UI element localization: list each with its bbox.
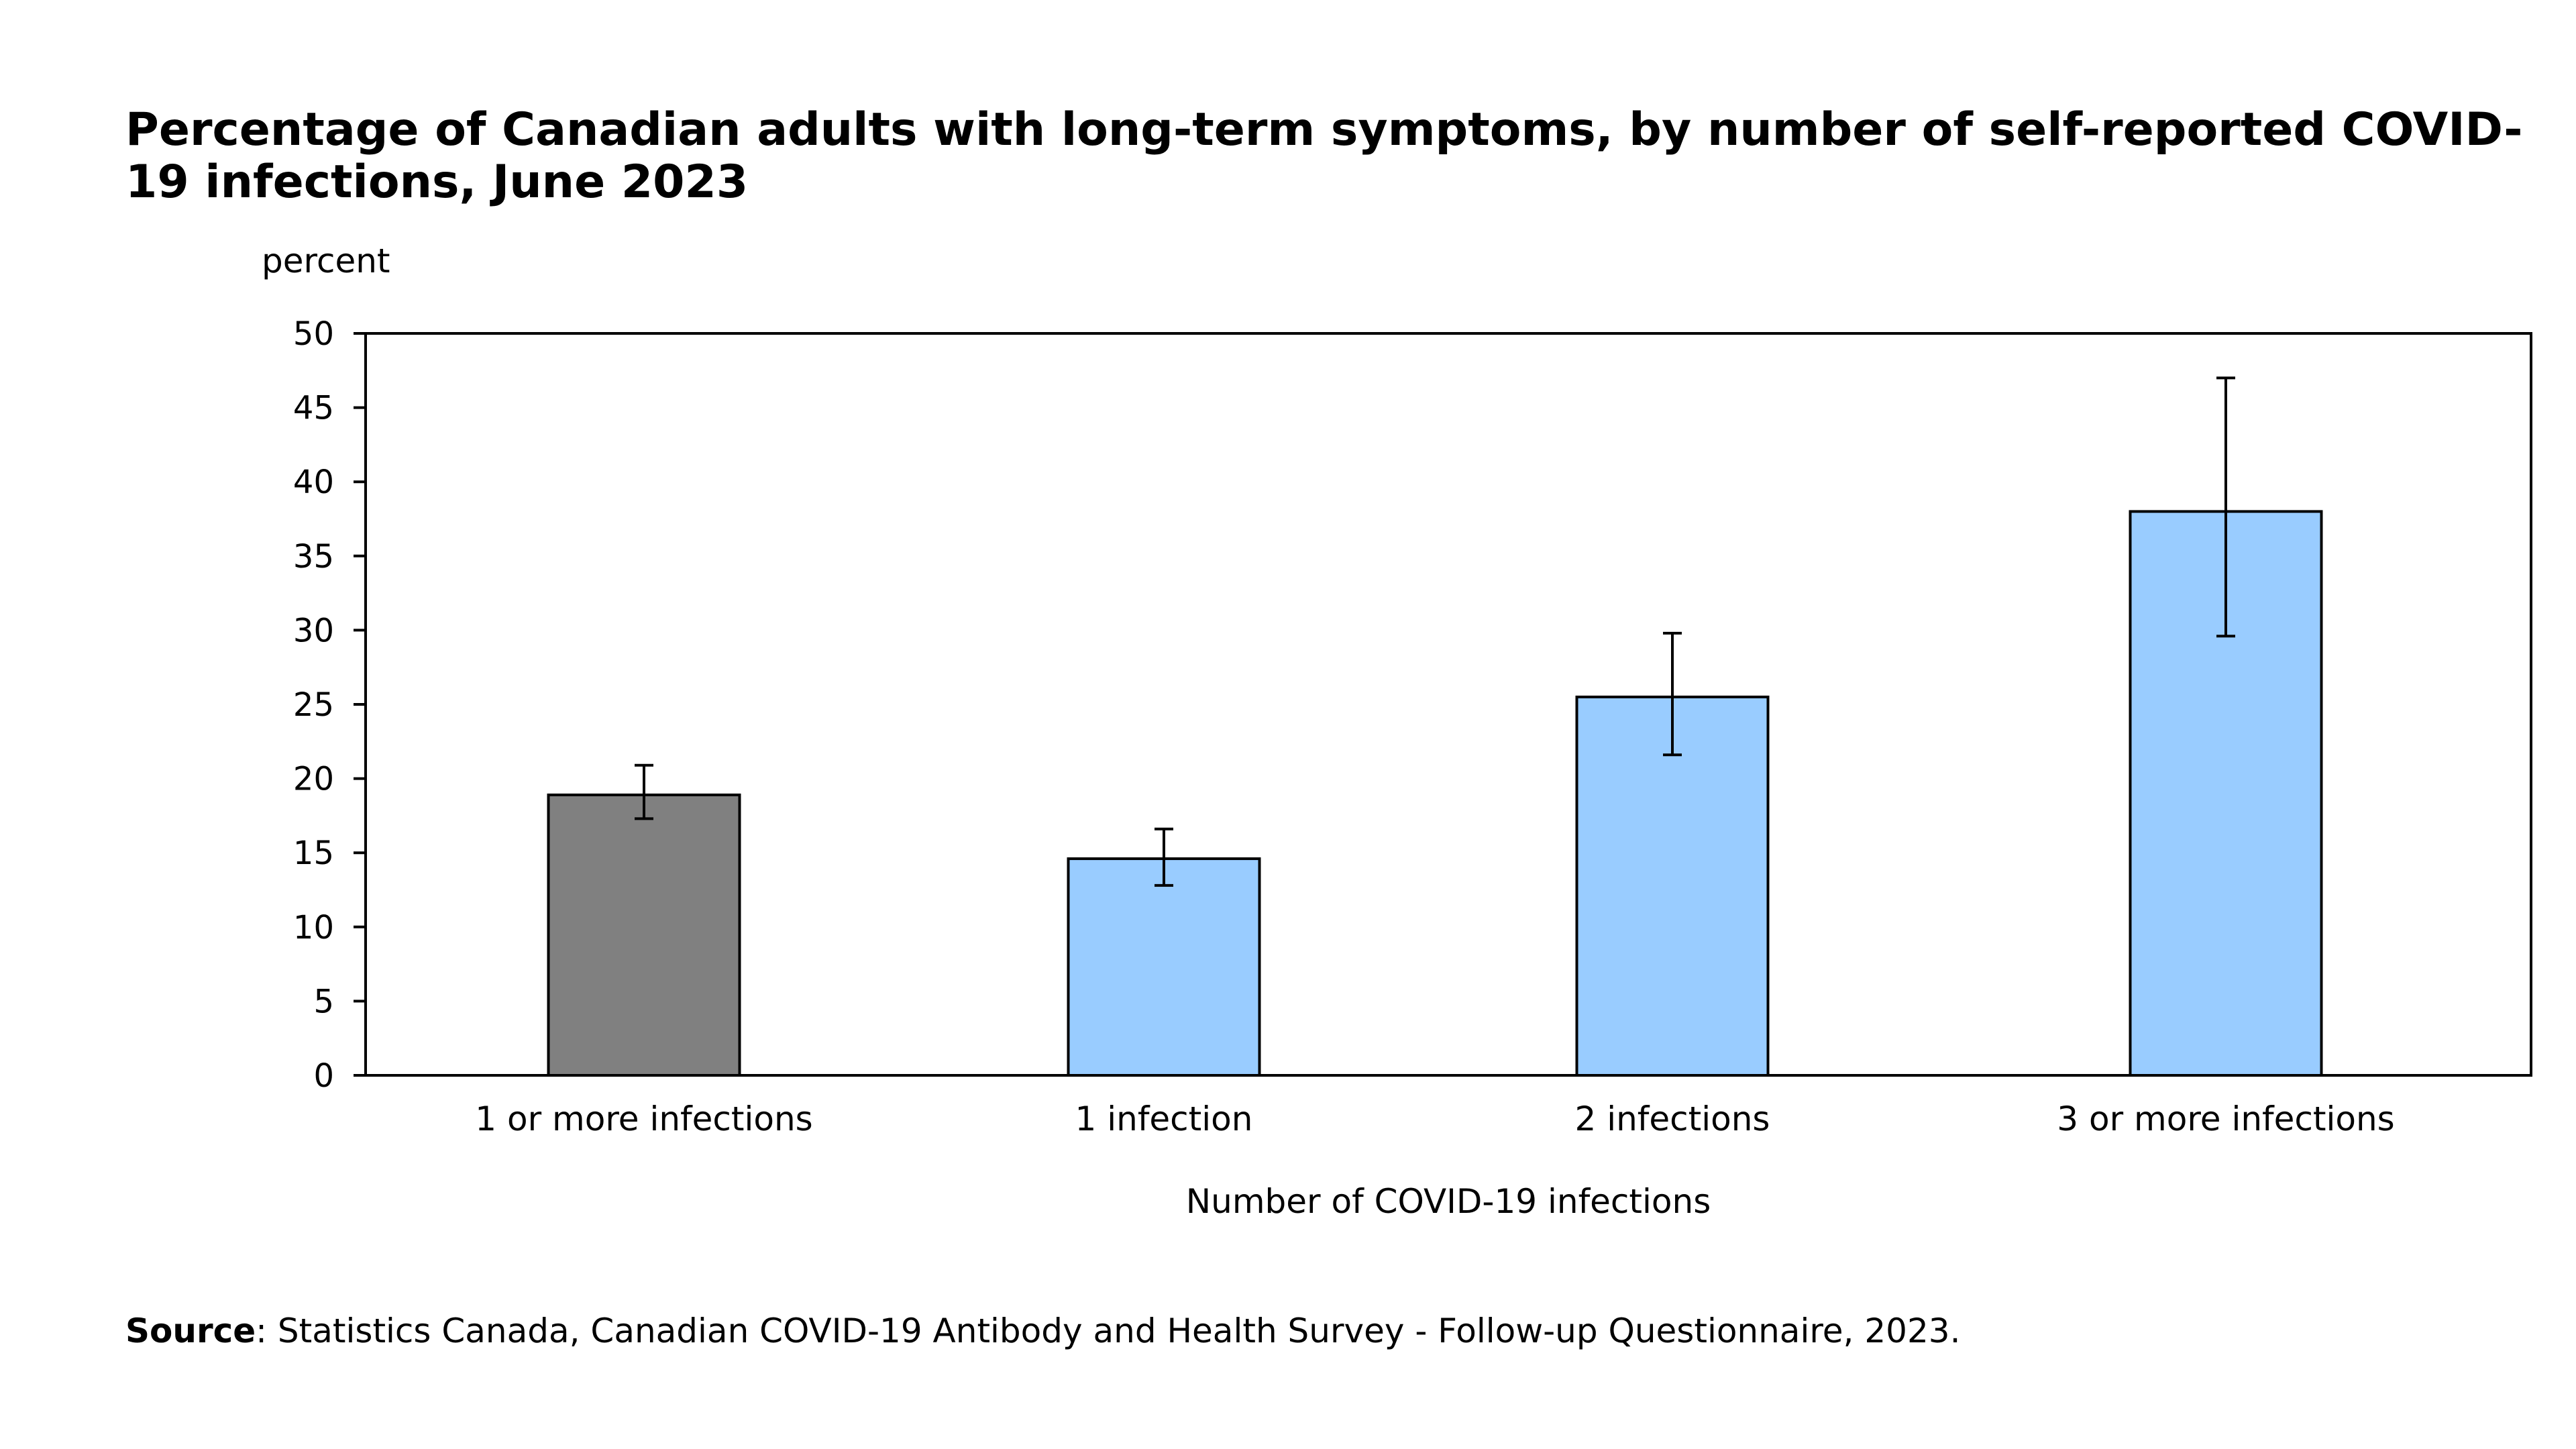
error-bar: [1155, 827, 1173, 887]
x-tick-label: 2 infections: [1575, 1099, 1770, 1138]
x-tick-label: 1 infection: [1075, 1099, 1253, 1138]
y-tick-label: 15: [293, 835, 334, 872]
error-bar: [1663, 631, 1682, 757]
y-tick-label: 50: [293, 315, 334, 353]
x-axis-title: Number of COVID-19 infections: [1186, 1182, 1711, 1221]
bar: [547, 793, 741, 1077]
source-text: : Statistics Canada, Canadian COVID-19 A…: [256, 1311, 1961, 1350]
source-label: Source: [125, 1311, 256, 1350]
y-axis: 0 5 10 15 20 25 30 35 40 45 50: [293, 315, 366, 1095]
error-bar: [2216, 376, 2235, 638]
y-tick-label: 35: [293, 538, 334, 576]
bar: [1575, 695, 1770, 1077]
chart-title: Percentage of Canadian adults with long-…: [125, 103, 2523, 209]
y-tick-label: 5: [313, 983, 334, 1020]
source-note: Source: Statistics Canada, Canadian COVI…: [125, 1311, 1960, 1350]
y-axis-unit-label: percent: [262, 241, 390, 280]
y-tick-label: 20: [293, 761, 334, 798]
y-tick-label: 45: [293, 390, 334, 427]
y-tick-label: 25: [293, 686, 334, 724]
y-tick-label: 40: [293, 464, 334, 501]
x-axis: 1 or more infections 1 infection 2 infecti…: [475, 1099, 2394, 1138]
error-bar: [635, 763, 653, 820]
error-bars-group: [635, 376, 2235, 887]
x-tick-label: 1 or more infections: [475, 1099, 812, 1138]
bar: [1067, 857, 1261, 1077]
y-tick-label: 30: [293, 612, 334, 649]
x-tick-label: 3 or more infections: [2057, 1099, 2394, 1138]
y-tick-label: 0: [313, 1057, 334, 1095]
y-tick-label: 10: [293, 909, 334, 947]
bars-group: [547, 510, 2323, 1077]
